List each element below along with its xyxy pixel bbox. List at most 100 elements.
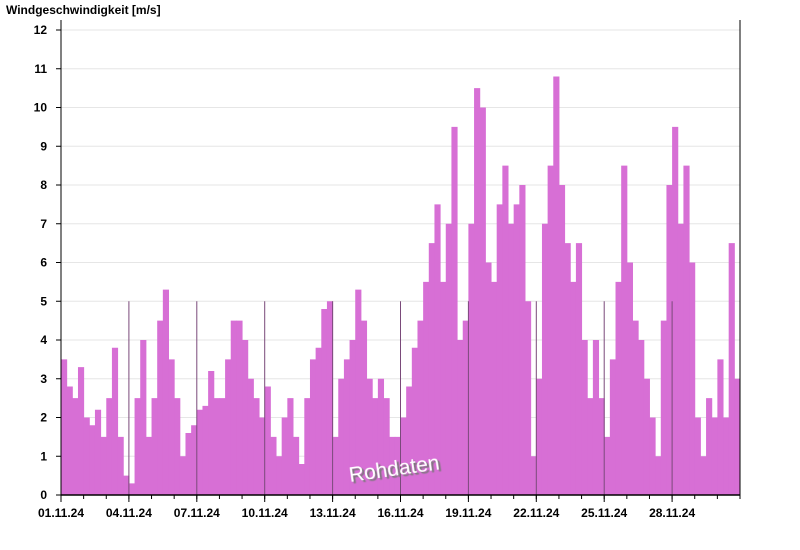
y-axis-label: Windgeschwindigkeit [m/s] [6, 3, 161, 17]
data-bar [485, 262, 492, 495]
y-tick-label: 6 [40, 256, 47, 270]
data-bar [349, 340, 356, 495]
data-bar [270, 436, 277, 495]
data-bar [332, 436, 339, 495]
data-bar [134, 398, 141, 495]
data-bar [417, 320, 424, 495]
y-tick-label: 3 [40, 372, 47, 386]
x-tick-label: 16.11.24 [377, 506, 423, 520]
data-bar [457, 340, 464, 495]
data-bar [191, 425, 198, 495]
data-bar [677, 223, 684, 495]
data-bar [423, 281, 430, 495]
data-bar [451, 126, 458, 495]
x-tick-label: 22.11.24 [513, 506, 559, 520]
data-bar [298, 464, 305, 495]
y-tick-label: 9 [40, 139, 47, 153]
data-bar [474, 88, 481, 495]
x-tick-label: 01.11.24 [38, 506, 84, 520]
data-bar [338, 378, 345, 495]
data-bar [502, 165, 509, 495]
data-bar [649, 417, 656, 495]
y-tick-label: 1 [40, 449, 47, 463]
data-bar [508, 223, 515, 495]
data-bar [168, 359, 175, 495]
data-bar [468, 223, 475, 495]
data-bar [196, 409, 203, 495]
data-bar [524, 301, 532, 495]
y-tick-label: 2 [40, 411, 47, 425]
data-bar [389, 436, 396, 495]
y-tick-label: 5 [40, 294, 47, 308]
data-bar [496, 204, 503, 495]
data-bar [570, 281, 577, 495]
data-bar [479, 107, 486, 495]
data-bar [547, 165, 554, 495]
data-bar [343, 359, 351, 495]
data-bar [428, 243, 435, 495]
data-bar [683, 165, 690, 495]
data-bar [321, 309, 328, 495]
data-bar [666, 185, 673, 495]
data-bar [72, 398, 79, 495]
data-bar [632, 320, 639, 495]
data-bar [711, 417, 718, 495]
data-bar [185, 433, 192, 495]
data-bar [519, 185, 526, 495]
data-bar [140, 340, 147, 495]
y-tick-label: 10 [34, 101, 48, 115]
data-bar [536, 378, 543, 495]
data-bar [174, 398, 181, 495]
data-bar [225, 359, 232, 495]
x-tick-label: 19.11.24 [445, 506, 491, 520]
data-bar [66, 386, 73, 495]
data-bar [117, 436, 124, 495]
data-bar [717, 359, 724, 495]
data-bar [372, 398, 379, 495]
data-bar [394, 436, 401, 495]
y-tick-label: 4 [40, 333, 47, 347]
data-bar [61, 359, 68, 495]
data-bar [219, 398, 226, 495]
data-bar [621, 165, 628, 495]
data-bar [77, 367, 85, 495]
data-bar [530, 456, 537, 495]
data-bar [304, 398, 311, 495]
data-bar [541, 223, 549, 495]
data-bar [83, 417, 90, 495]
data-bar [264, 386, 271, 495]
data-bar [253, 398, 260, 495]
y-tick-label: 11 [34, 62, 47, 76]
data-bar [259, 417, 266, 495]
y-tick-label: 0 [40, 488, 47, 502]
x-tick-label: 25.11.24 [581, 506, 627, 520]
data-bar [242, 340, 249, 495]
y-tick-label: 8 [40, 178, 47, 192]
y-tick-label: 7 [40, 217, 47, 231]
data-bar [575, 243, 583, 495]
data-bar [700, 456, 707, 495]
data-bar [434, 204, 441, 495]
data-bar [383, 398, 390, 495]
data-bar [213, 398, 220, 495]
data-bar [643, 378, 650, 495]
data-bar [513, 204, 520, 495]
data-bar [638, 340, 645, 495]
data-bar [276, 456, 283, 495]
data-bar [292, 436, 300, 495]
data-bar [145, 436, 153, 495]
data-bar [315, 347, 322, 495]
x-tick-label: 28.11.24 [649, 506, 695, 520]
data-bar [128, 483, 136, 495]
data-bar [377, 378, 385, 495]
data-bar [366, 378, 373, 495]
data-bar [694, 417, 701, 495]
data-bar [689, 262, 696, 495]
data-bar [411, 347, 418, 495]
data-bar [360, 320, 368, 495]
data-bar [94, 409, 102, 495]
data-bar [558, 185, 566, 495]
data-bar [287, 398, 294, 495]
data-bar [491, 281, 498, 495]
data-bar [162, 289, 170, 495]
